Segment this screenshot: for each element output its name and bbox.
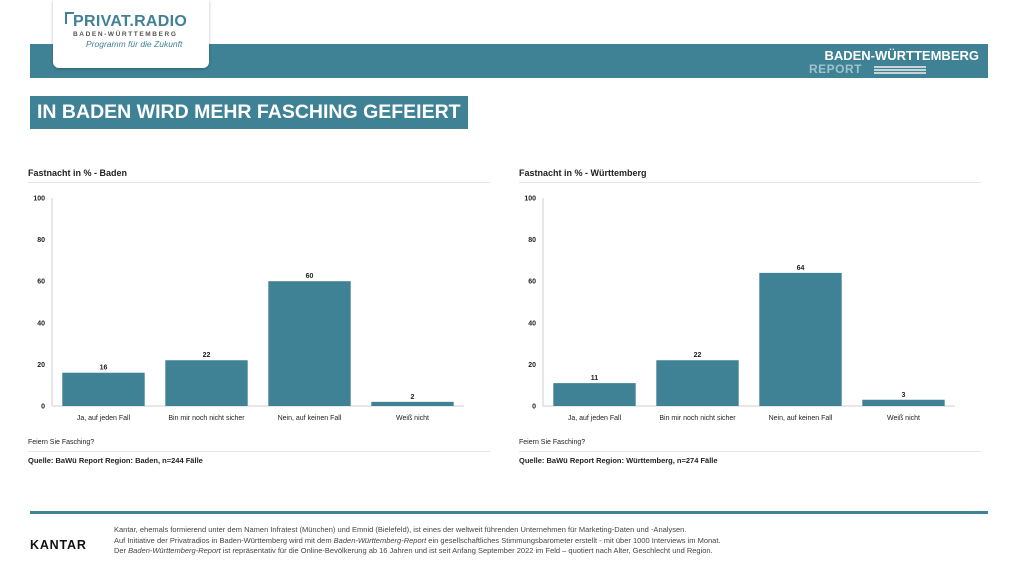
x-tick-label: Bin mir noch nicht sicher — [659, 415, 736, 422]
logo-bracket-icon — [65, 12, 74, 24]
bar-chart-baden: 0 20 40 60 80 100 16 Ja, auf jeden Fall 22 Bin mi… — [33, 196, 464, 422]
chart-source: Quelle: BaWü Report Region: Baden, n=244… — [28, 456, 203, 465]
logo-tagline: Programm für die Zukunft — [86, 39, 183, 49]
x-tick-label: Ja, auf jeden Fall — [568, 415, 622, 422]
report-subtitle: REPORT — [809, 62, 863, 76]
bar — [759, 272, 842, 406]
logo-title: PRIVAT.RADIO — [73, 13, 188, 30]
chart-title: Fastnacht in % - Baden — [28, 168, 128, 178]
y-tick-label: 40 — [528, 320, 536, 327]
y-tick-label: 0 — [41, 404, 45, 411]
chart-panel-baden: Fastnacht in % - Baden 0 20 40 60 80 100 16 Ja,… — [28, 165, 490, 465]
y-tick-label: 80 — [528, 237, 536, 244]
bar-chart-wuerttemberg: 0 20 40 60 80 100 11 Ja, auf jeden Fall 22 Bin mi… — [524, 196, 955, 422]
y-tick-label: 80 — [37, 237, 45, 244]
y-tick-label: 0 — [532, 404, 536, 411]
bar — [268, 281, 351, 406]
y-tick-label: 60 — [37, 279, 45, 286]
chart-question: Feiern Sie Fasching? — [519, 439, 586, 446]
y-tick-label: 40 — [37, 320, 45, 327]
bar-data-label: 64 — [797, 265, 805, 272]
panel-divider-bottom — [28, 451, 490, 452]
x-tick-label: Ja, auf jeden Fall — [77, 415, 131, 422]
panel-divider-bottom — [519, 451, 981, 452]
x-tick-label: Weiß nicht — [887, 415, 920, 422]
x-tick-label: Weiß nicht — [396, 415, 429, 422]
chart-title: Fastnacht in % - Württemberg — [519, 168, 647, 178]
bar-data-label: 22 — [203, 352, 211, 359]
chart-panel-wuerttemberg: Fastnacht in % - Württemberg 0 20 40 60 80 10… — [519, 165, 981, 465]
footer-divider — [30, 511, 988, 514]
chart-source: Quelle: BaWü Report Region: Württemberg,… — [519, 456, 718, 465]
bar — [62, 372, 145, 406]
bar-data-label: 60 — [306, 273, 314, 280]
x-tick-label: Bin mir noch nicht sicher — [168, 415, 245, 422]
footer-line-3: Der Baden-Württemberg-Report ist repräse… — [114, 546, 713, 555]
bar — [371, 401, 454, 406]
report-lines-decoration — [874, 66, 926, 74]
y-tick-label: 100 — [33, 196, 45, 203]
privat-radio-logo: PRIVAT.RADIO BADEN-WÜRTTEMBERG Programm … — [53, 0, 209, 68]
bar — [165, 360, 248, 406]
bar-data-label: 22 — [694, 352, 702, 359]
report-title: BADEN-WÜRTTEMBERG — [824, 48, 979, 63]
panel-divider — [519, 182, 981, 183]
bar-data-label: 2 — [411, 394, 415, 401]
y-tick-label: 60 — [528, 279, 536, 286]
footer-text: Kantar, ehemals formierend unter dem Nam… — [114, 525, 974, 557]
x-tick-label: Nein, auf keinen Fall — [278, 415, 342, 422]
panel-divider — [28, 182, 490, 183]
y-tick-label: 20 — [528, 362, 536, 369]
footer-line-2: Auf Initiative der Privatradios in Baden… — [114, 535, 721, 545]
page-headline: IN BADEN WIRD MEHR FASCHING GEFEIERT — [30, 96, 468, 129]
footer-line-1: Kantar, ehemals formierend unter dem Nam… — [114, 525, 687, 534]
logo-subtitle: BADEN-WÜRTTEMBERG — [73, 31, 178, 38]
x-tick-label: Nein, auf keinen Fall — [769, 415, 833, 422]
bar-data-label: 11 — [591, 375, 599, 382]
bar — [656, 360, 739, 406]
bar — [862, 399, 945, 406]
bar — [553, 383, 636, 406]
y-tick-label: 20 — [37, 362, 45, 369]
kantar-logo: KANTAR — [30, 538, 87, 552]
bar-data-label: 16 — [100, 365, 108, 372]
bar-data-label: 3 — [902, 392, 906, 399]
y-tick-label: 100 — [524, 196, 536, 203]
chart-question: Feiern Sie Fasching? — [28, 439, 95, 446]
